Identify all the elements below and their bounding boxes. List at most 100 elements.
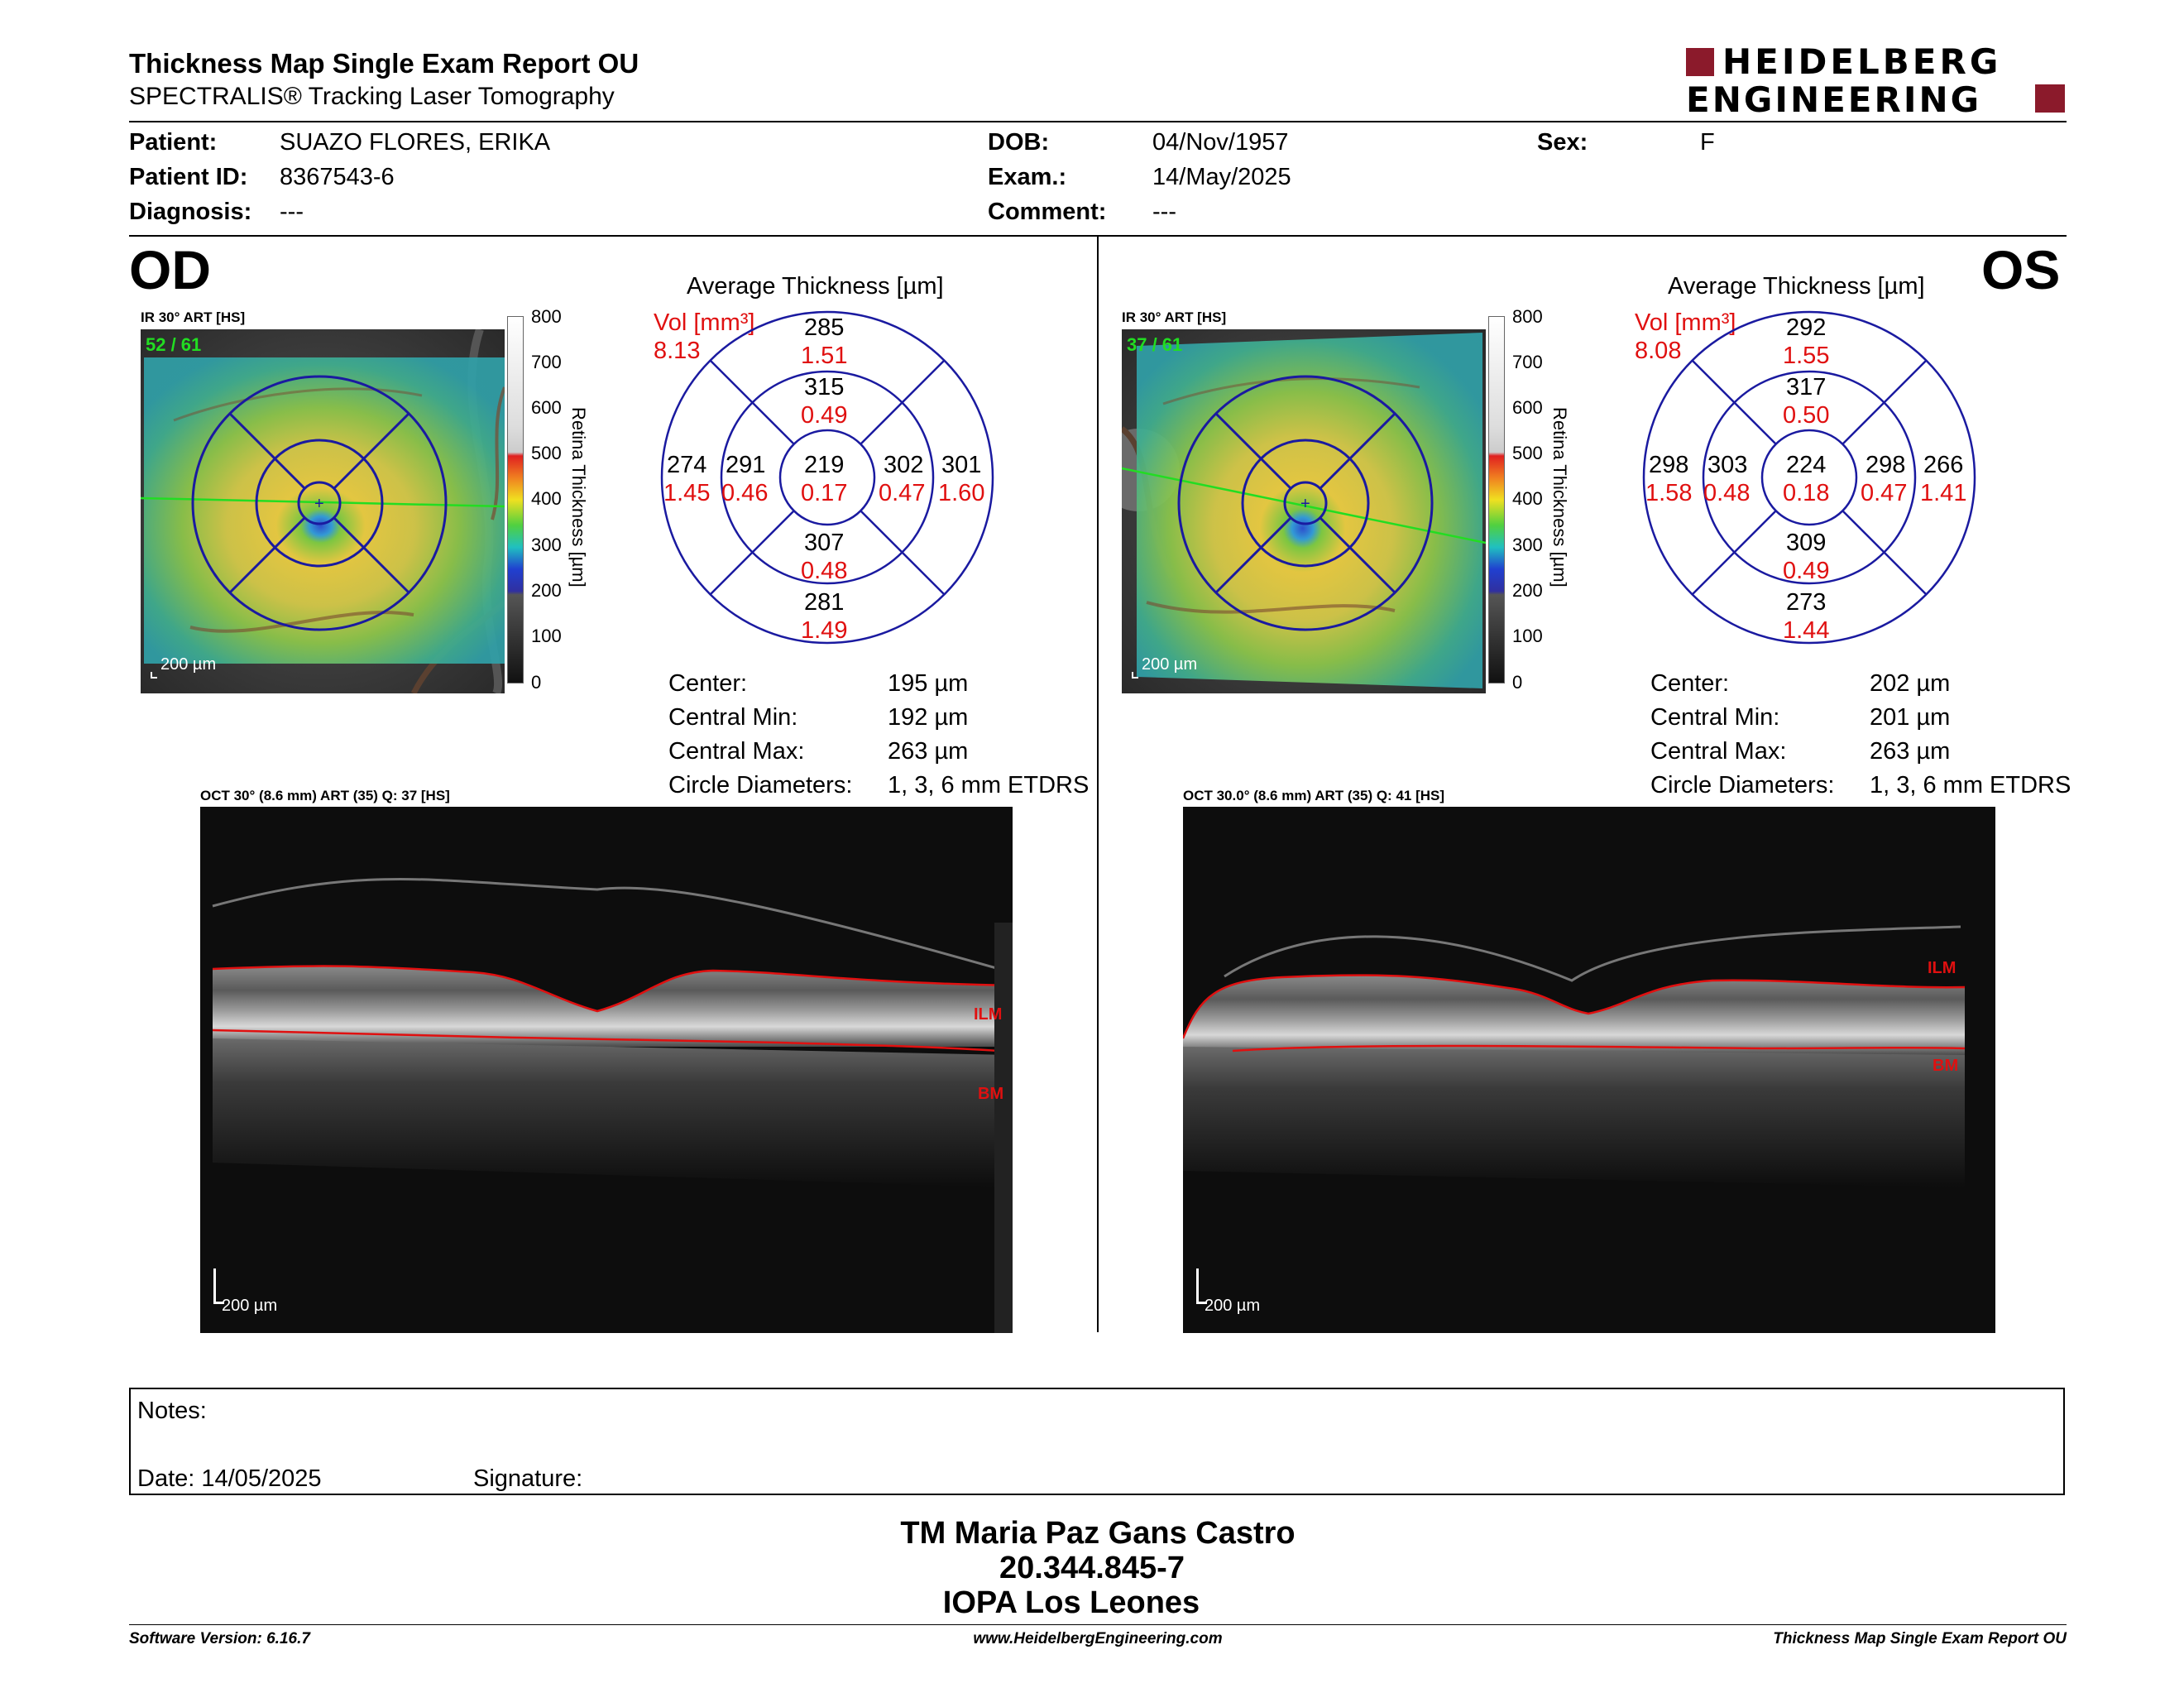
notes-box[interactable]: Notes: Date: 14/05/2025 Signature: — [129, 1388, 2065, 1495]
od-inner-right-vol: 0.47 — [879, 480, 926, 506]
signer-institution: IOPA Los Leones — [942, 1585, 1200, 1620]
signer-rut: 20.344.845-7 — [999, 1551, 1185, 1585]
os-inner-left: 303 — [1707, 452, 1748, 478]
od-stat-center-value: 195 µm — [888, 670, 969, 697]
os-stat-circle-label: Circle Diameters: — [1650, 772, 1835, 798]
os-outer-inf: 273 — [1786, 589, 1827, 616]
od-outer-sup: 285 — [804, 314, 845, 341]
od-stat-min-label: Central Min: — [668, 704, 798, 731]
os-inner-sup-vol: 0.50 — [1783, 402, 1830, 429]
od-inner-left-vol: 0.46 — [721, 480, 769, 506]
diagnosis-label: Diagnosis: — [129, 199, 252, 225]
od-oct-label: OCT 30° (8.6 mm) ART (35) Q: 37 [HS] — [200, 788, 450, 803]
os-stat-min-value: 201 µm — [1870, 704, 1951, 731]
exam-label: Exam.: — [988, 164, 1067, 190]
od-colorbar — [507, 316, 524, 683]
od-tick-400: 400 — [531, 488, 562, 509]
os-tick-700: 700 — [1512, 352, 1543, 372]
patient-divider — [129, 235, 2067, 237]
patient-id-label: Patient ID: — [129, 164, 248, 190]
od-avg-title: Average Thickness [µm] — [687, 273, 944, 300]
os-inner-inf-vol: 0.49 — [1783, 558, 1830, 584]
od-center: 219 — [804, 452, 845, 478]
footer-divider — [129, 1624, 2067, 1625]
os-tick-200: 200 — [1512, 580, 1543, 601]
date-label: Date: 14/05/2025 — [137, 1465, 322, 1492]
od-inner-inf-vol: 0.48 — [801, 558, 848, 584]
os-tick-500: 500 — [1512, 443, 1543, 463]
signer-name: TM Maria Paz Gans Castro — [900, 1516, 1296, 1551]
os-outer-sup: 292 — [1786, 314, 1827, 341]
od-inner-right: 302 — [884, 452, 924, 478]
os-ir-label: IR 30° ART [HS] — [1122, 309, 1227, 325]
report-subtitle: SPECTRALIS® Tracking Laser Tomography — [129, 83, 615, 110]
signature-label: Signature: — [473, 1465, 583, 1492]
svg-text:+: + — [314, 495, 324, 513]
dob-label: DOB: — [988, 129, 1050, 156]
od-stat-min-value: 192 µm — [888, 704, 969, 731]
os-inner-right-vol: 0.47 — [1861, 480, 1908, 506]
os-inner-inf: 309 — [1786, 530, 1827, 556]
os-eye-label: OS — [1981, 239, 2061, 300]
od-outer-sup-vol: 1.51 — [801, 343, 848, 369]
os-oct-bscan — [1181, 925, 1966, 1187]
od-tick-100: 100 — [531, 626, 562, 646]
sex-label: Sex: — [1537, 129, 1588, 156]
os-tick-300: 300 — [1512, 535, 1543, 555]
os-scale-label: 200 µm — [1142, 655, 1198, 674]
od-stat-max-label: Central Max: — [668, 738, 805, 765]
os-tick-800: 800 — [1512, 306, 1543, 327]
os-stat-circle-value: 1, 3, 6 mm ETDRS — [1870, 772, 2071, 798]
software-version: Software Version: 6.16.7 — [129, 1630, 310, 1647]
os-thickness-map: + — [1122, 329, 1486, 693]
logo-square-bottom — [2035, 84, 2065, 113]
od-fundus-image: + 52 / 61 200 µm — [141, 329, 505, 693]
od-stat-circle-label: Circle Diameters: — [668, 772, 853, 798]
eye-divider — [1097, 237, 1099, 1332]
patient-id: 8367543-6 — [280, 164, 395, 190]
os-tick-600: 600 — [1512, 397, 1543, 418]
os-fundus-image: + 37 / 61 200 µm — [1122, 329, 1486, 693]
website-link[interactable]: www.HeidelbergEngineering.com — [973, 1630, 1223, 1647]
notes-label: Notes: — [137, 1398, 207, 1424]
os-outer-right-vol: 1.41 — [1920, 480, 1967, 506]
os-oct-scan: ILM BM 200 µm — [1181, 807, 1995, 1333]
os-stat-min-label: Central Min: — [1650, 704, 1780, 731]
od-oct-scale-icon — [213, 1268, 224, 1304]
exam-value: 14/May/2025 — [1152, 164, 1291, 190]
od-scale-label: 200 µm — [160, 655, 217, 674]
od-colorbar-ticks: 800 700 600 500 400 300 200 100 0 — [523, 306, 572, 695]
os-outer-left-vol: 1.58 — [1645, 480, 1693, 506]
logo-line2: ENGINEERING — [1686, 79, 1982, 120]
os-outer-sup-vol: 1.55 — [1783, 343, 1830, 369]
os-scale-bar-icon — [1132, 672, 1138, 679]
od-bm-label: BM — [978, 1085, 1004, 1103]
os-stat-max-value: 263 µm — [1870, 738, 1951, 765]
od-scale-bar-icon — [151, 672, 157, 679]
os-avg-title: Average Thickness [µm] — [1668, 273, 1925, 300]
os-ilm-label: ILM — [1928, 959, 1956, 977]
od-outer-left: 274 — [667, 452, 707, 478]
od-outer-right-vol: 1.60 — [938, 480, 985, 506]
patient-label: Patient: — [129, 129, 218, 156]
od-tick-600: 600 — [531, 397, 562, 418]
os-oct-label: OCT 30.0° (8.6 mm) ART (35) Q: 41 [HS] — [1183, 788, 1445, 803]
os-inner-left-vol: 0.48 — [1703, 480, 1751, 506]
od-inner-left: 291 — [726, 452, 766, 478]
od-ilm-label: ILM — [974, 1005, 1003, 1024]
os-etdrs-grid — [1642, 310, 1976, 645]
os-outer-left: 298 — [1649, 452, 1689, 478]
diagnosis-value: --- — [280, 199, 304, 225]
os-outer-right: 266 — [1923, 452, 1964, 478]
comment-label: Comment: — [988, 199, 1107, 225]
os-colorbar-ticks: 800 700 600 500 400 300 200 100 0 — [1504, 306, 1554, 695]
os-ir-overlay: 37 / 61 — [1127, 334, 1183, 355]
od-ir-label: IR 30° ART [HS] — [141, 309, 246, 325]
os-tick-0: 0 — [1512, 672, 1523, 693]
od-stat-max-value: 263 µm — [888, 738, 969, 765]
od-vol-label: Vol [mm³] — [654, 309, 755, 336]
comment-value: --- — [1152, 199, 1176, 225]
os-stat-center-value: 202 µm — [1870, 670, 1951, 697]
os-inner-sup: 317 — [1786, 374, 1827, 400]
logo-square-top — [1686, 48, 1714, 76]
